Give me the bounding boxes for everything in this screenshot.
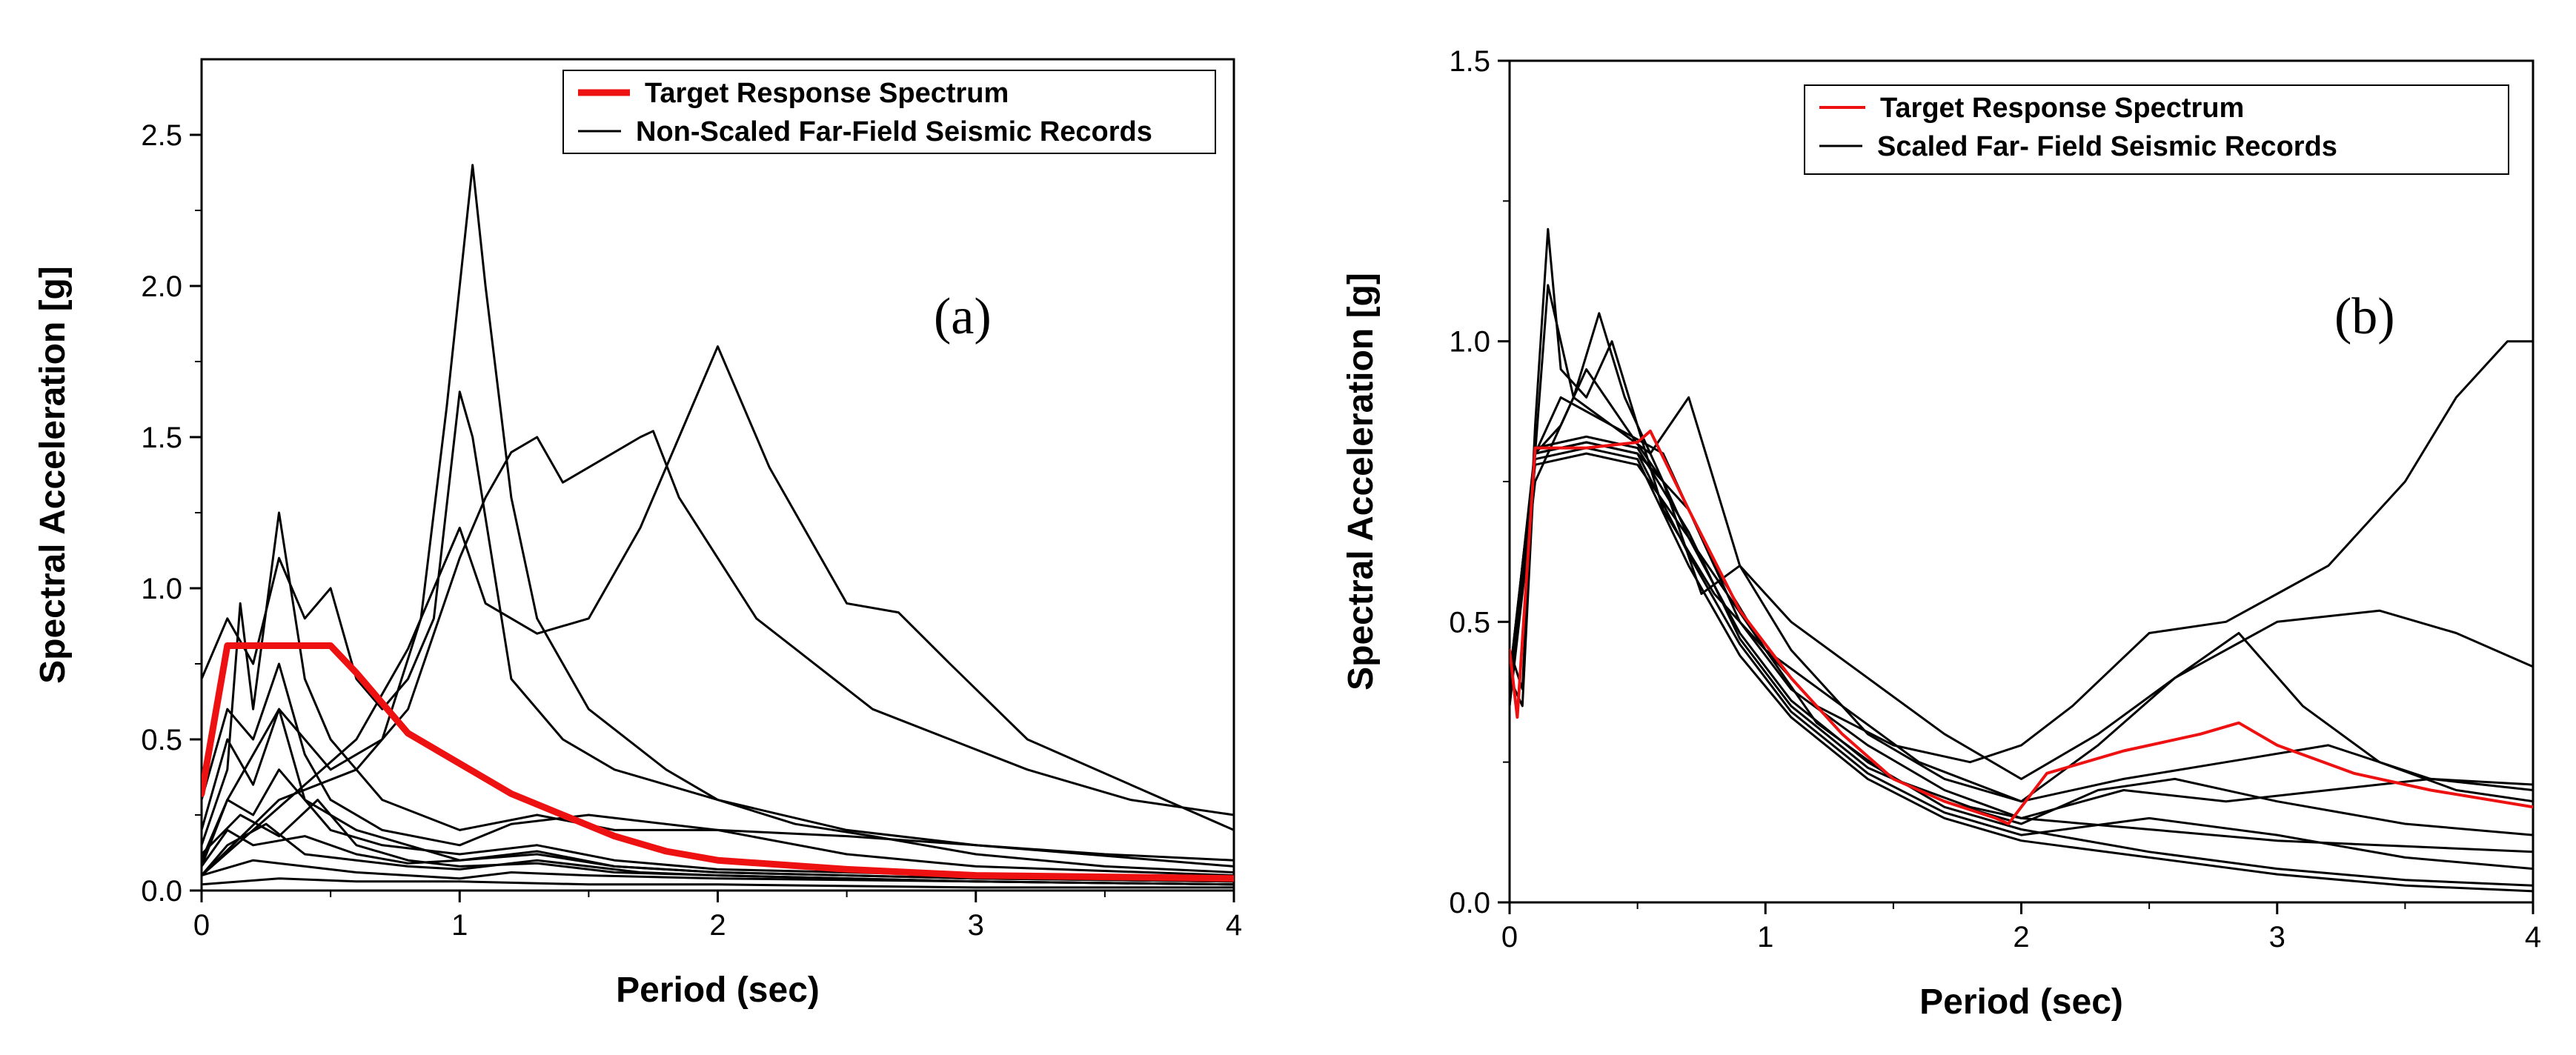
panel-label: (a) bbox=[934, 288, 992, 345]
legend-label: Target Response Spectrum bbox=[1880, 93, 2244, 124]
x-axis-title: Period (sec) bbox=[616, 971, 820, 1010]
seismic-record-line-10 bbox=[1510, 435, 2533, 836]
seismic-record-line-1 bbox=[202, 164, 1234, 873]
seismic-record-line-1 bbox=[1510, 227, 2533, 764]
y-tick-label: 0.0 bbox=[141, 875, 182, 908]
seismic-record-line-7 bbox=[1510, 452, 2533, 887]
chart-panel-b: 0 1 2 3 4 0.0 0.5 1.0 1.5 Period (sec) Spectral Ac… bbox=[1341, 45, 2541, 1022]
seismic-record-line-12 bbox=[202, 828, 1234, 883]
plot-frame bbox=[200, 58, 1235, 892]
seismic-record-line-13 bbox=[202, 877, 1234, 889]
x-tick-label: 1 bbox=[1757, 921, 1773, 954]
seismic-record-line-10 bbox=[202, 822, 1234, 886]
y-tick-label: 0.5 bbox=[1449, 606, 1490, 639]
seismic-record-line-3 bbox=[1510, 368, 2533, 803]
chart-panel-a: 0 1 2 3 4 0.0 0.5 1.0 1.5 2.0 2.5 Period (sec) Spect… bbox=[33, 58, 1242, 1010]
y-tick-label: 2.0 bbox=[141, 270, 182, 303]
seismic-record-line-7 bbox=[202, 708, 1234, 883]
y-tick-label: 1.5 bbox=[1449, 45, 1490, 78]
seismic-record-line-2 bbox=[202, 430, 1234, 877]
y-tick-label: 1.0 bbox=[141, 573, 182, 605]
x-tick-label: 1 bbox=[451, 909, 468, 942]
seismic-record-line-8 bbox=[202, 768, 1234, 880]
y-axis-title: Spectral Acceleration [g] bbox=[1341, 273, 1381, 690]
legend-box bbox=[1804, 84, 2509, 175]
y-tick-label: 0.0 bbox=[1449, 887, 1490, 919]
y-tick-label: 0.5 bbox=[141, 724, 182, 756]
x-tick-label: 3 bbox=[968, 909, 984, 942]
x-tick-label: 4 bbox=[1226, 909, 1242, 942]
panel-label: (b) bbox=[2334, 288, 2395, 345]
legend-label: Target Response Spectrum bbox=[645, 78, 1009, 109]
x-tick-label: 3 bbox=[2269, 921, 2285, 954]
x-axis-title: Period (sec) bbox=[1919, 982, 2123, 1022]
target-response-spectrum-line bbox=[1510, 429, 2533, 825]
seismic-record-line-2 bbox=[1510, 284, 2533, 780]
y-tick-label: 1.5 bbox=[141, 422, 182, 454]
series-group bbox=[1510, 227, 2533, 893]
x-tick-label: 0 bbox=[193, 909, 210, 942]
x-tick-label: 0 bbox=[1501, 921, 1518, 954]
y-axis-title: Spectral Acceleration [g] bbox=[33, 266, 73, 684]
series-group bbox=[202, 164, 1234, 889]
seismic-record-line-8 bbox=[1510, 441, 2533, 871]
y-tick-label: 2.5 bbox=[141, 119, 182, 152]
seismic-record-line-3 bbox=[202, 345, 1234, 877]
x-tick-label: 2 bbox=[2013, 921, 2029, 954]
legend-label: Non-Scaled Far-Field Seismic Records bbox=[636, 116, 1152, 147]
legend-label: Scaled Far- Field Seismic Records bbox=[1877, 131, 2337, 162]
seismic-record-line-11 bbox=[202, 859, 1234, 886]
y-tick-label: 1.0 bbox=[1449, 326, 1490, 359]
seismic-record-line-5 bbox=[202, 511, 1234, 862]
legend-box bbox=[562, 70, 1216, 154]
target-response-spectrum-line bbox=[202, 642, 1234, 882]
seismic-record-line-9 bbox=[1510, 447, 2533, 893]
seismic-record-line-6 bbox=[202, 662, 1234, 877]
x-tick-label: 2 bbox=[709, 909, 726, 942]
x-tick-label: 4 bbox=[2525, 921, 2541, 954]
seismic-record-line-4 bbox=[202, 390, 1234, 868]
